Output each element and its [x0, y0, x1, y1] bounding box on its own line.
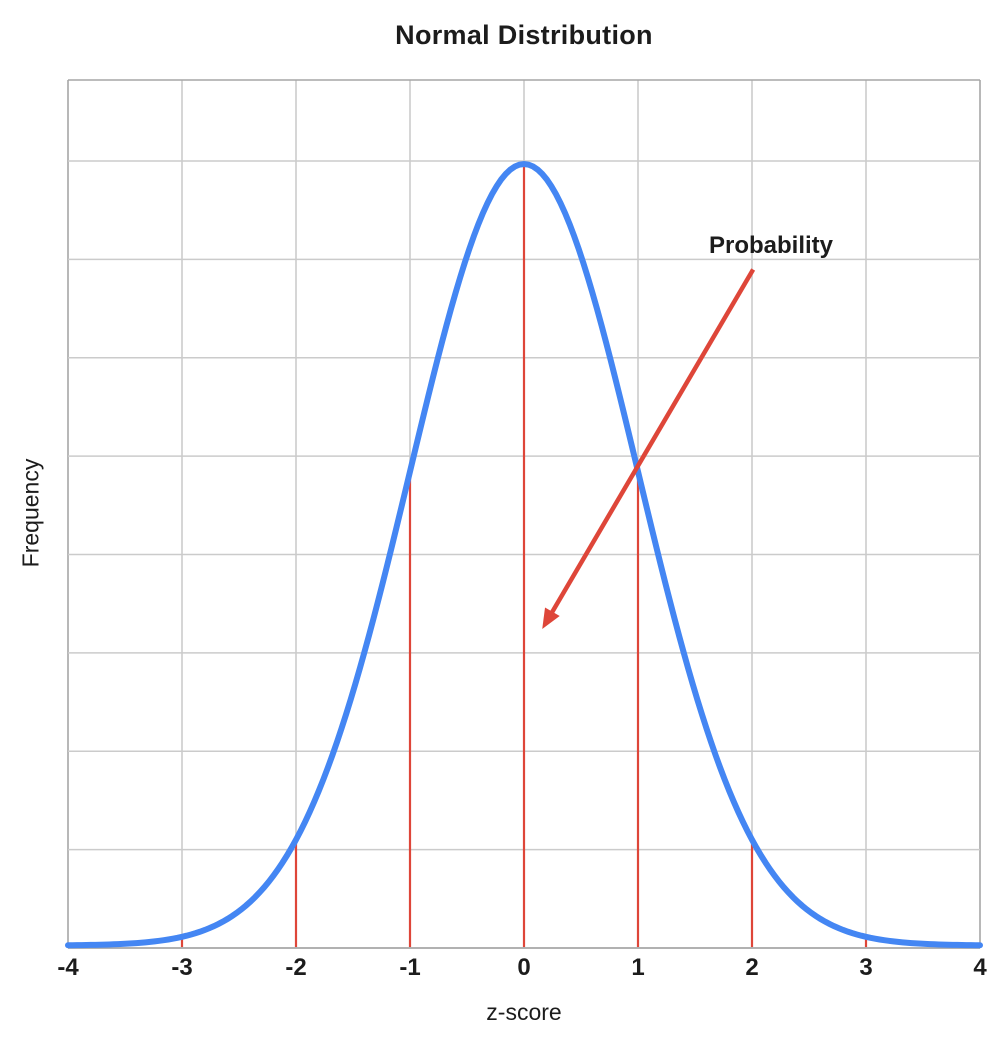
normal-curve [65, 160, 983, 949]
annotation-arrowhead [542, 607, 560, 629]
x-tick-label: -2 [285, 954, 307, 981]
y-axis-label: Frequency [17, 458, 44, 568]
annotation-arrow-line [549, 268, 756, 615]
chart-title: Normal Distribution [395, 20, 653, 50]
x-tick-label: 1 [631, 954, 645, 981]
x-axis-label: z-score [486, 999, 562, 1025]
x-axis-ticks: -4 -3 -2 -1 0 1 2 3 4 [0, 954, 997, 986]
x-tick-label: 2 [745, 954, 759, 981]
x-tick-label: -3 [171, 954, 193, 981]
x-tick-label: -1 [399, 954, 421, 981]
annotation-label: Probability [708, 232, 834, 259]
x-tick-label: 0 [517, 954, 531, 981]
x-tick-label: -4 [57, 954, 79, 981]
x-tick-label: 4 [973, 954, 987, 981]
x-tick-label: 3 [859, 954, 873, 981]
